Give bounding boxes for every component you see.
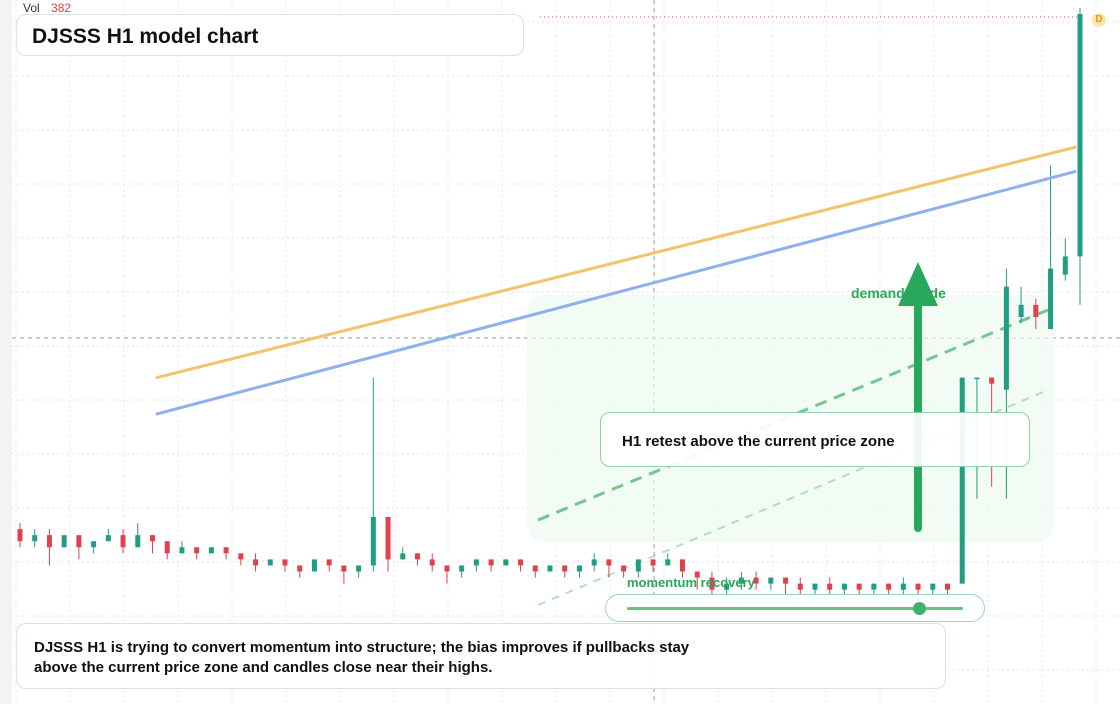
ma-fast-line — [155, 145, 1077, 380]
candle-body — [253, 559, 259, 566]
candle-body — [827, 583, 833, 590]
candle-body — [900, 583, 906, 590]
candle-body — [945, 583, 950, 590]
candle-body — [547, 565, 553, 572]
candle-body — [326, 559, 332, 566]
candle-body — [32, 535, 38, 542]
candle-body — [164, 541, 170, 554]
candle-body — [488, 559, 494, 566]
candle-body — [444, 565, 450, 572]
candle-body — [238, 553, 244, 560]
candle-body — [150, 535, 155, 542]
candle-body — [179, 547, 185, 554]
candle-body — [297, 565, 303, 572]
candle-body — [385, 516, 391, 560]
moving-averages — [155, 145, 1077, 416]
analysis-note: DJSSS H1 is trying to convert momentum i… — [16, 623, 946, 689]
candle-body — [518, 559, 524, 566]
candle-body — [1018, 304, 1024, 317]
candle-body — [930, 583, 936, 590]
candle-body — [532, 565, 538, 572]
price-axis-strip — [0, 0, 12, 704]
candle-body — [1077, 14, 1083, 257]
candle-body — [606, 559, 612, 566]
candle-body — [635, 559, 641, 572]
candle-body — [591, 559, 597, 566]
candle-body — [650, 559, 656, 566]
chart-title: DJSSS H1 model chart — [16, 14, 524, 56]
candle-body — [797, 583, 803, 590]
candle-body — [194, 547, 200, 554]
candle-body — [1003, 286, 1009, 390]
candle-body — [959, 377, 965, 584]
candle-body — [120, 535, 126, 548]
candle-body — [208, 547, 214, 554]
candle-body — [753, 577, 759, 584]
candle-body — [709, 577, 715, 590]
candle-body — [871, 583, 877, 590]
candle-body — [680, 559, 685, 572]
candle-body — [1033, 304, 1039, 317]
candle-body — [356, 565, 362, 572]
candle-body — [282, 559, 288, 566]
candle-body — [783, 577, 789, 584]
candle-body — [135, 535, 141, 548]
candle-body — [473, 559, 479, 566]
candle-body — [915, 583, 921, 590]
candle-body — [562, 565, 568, 572]
momentum-knob — [913, 602, 927, 615]
candle-body — [459, 565, 465, 572]
candle-body — [223, 547, 229, 554]
volume-value: 382 — [51, 1, 72, 15]
candle-body — [621, 565, 627, 572]
momentum-bar — [627, 607, 963, 610]
candle-body — [856, 583, 862, 590]
volume-readout: Vol 382 — [23, 1, 71, 15]
candle-body — [91, 541, 97, 548]
candle-body — [46, 535, 52, 548]
candle-body — [400, 553, 406, 560]
candle-body — [341, 565, 347, 572]
candle-body — [841, 583, 847, 590]
candle-body — [576, 565, 582, 572]
candle-body — [886, 583, 892, 590]
candle-body — [267, 559, 273, 566]
demand-guide-label: demand guide — [851, 285, 946, 301]
candle-body — [311, 559, 317, 572]
candle-body — [768, 577, 774, 584]
candle-body — [105, 535, 111, 542]
candle-body — [665, 559, 671, 566]
candle-body — [694, 571, 700, 578]
candle-body — [370, 516, 376, 566]
dividend-badge-icon[interactable]: D — [1092, 13, 1106, 27]
candle-body — [974, 377, 980, 380]
analysis-note-text: DJSSS H1 is trying to convert momentum i… — [34, 639, 690, 676]
volume-label: Vol — [23, 1, 40, 15]
candle-body — [429, 559, 435, 566]
candle-body — [17, 529, 23, 542]
demand-guide-line — [537, 308, 1049, 522]
candle-body — [738, 577, 744, 584]
candle-body — [415, 553, 420, 560]
candle-body — [76, 535, 82, 548]
candle-body — [61, 535, 67, 548]
momentum-meter — [605, 594, 985, 622]
candle-body — [812, 583, 818, 590]
candle-body — [1062, 256, 1068, 275]
ma-slow-line — [155, 170, 1077, 416]
candle-body — [503, 559, 509, 566]
candle-body — [989, 377, 995, 384]
retest-annotation: H1 retest above the current price zone — [600, 412, 1030, 467]
candle-body — [724, 583, 730, 590]
momentum-label: momentum recovery — [627, 575, 755, 590]
candle-body — [1048, 268, 1054, 330]
demand-arrow-head-icon — [898, 262, 938, 306]
